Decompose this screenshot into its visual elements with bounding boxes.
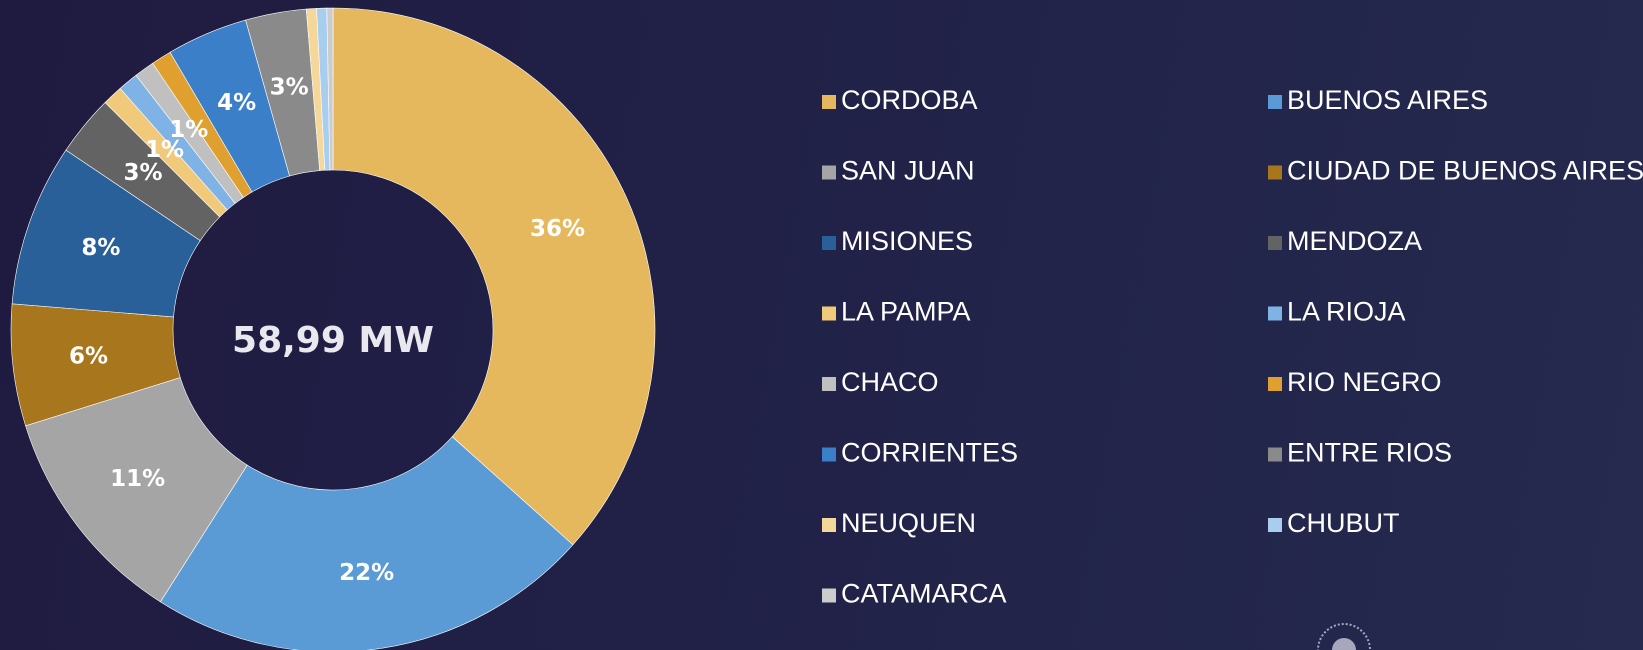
legend-label: BUENOS AIRES [1287, 85, 1488, 115]
legend-swatch [1268, 236, 1282, 250]
legend-label: CHACO [841, 367, 939, 397]
donut-segment [326, 7, 334, 171]
legend-label: NEUQUEN [841, 508, 976, 538]
legend-label: CORRIENTES [841, 438, 1018, 468]
legend-swatch [822, 236, 836, 250]
legend-label: CHUBUT [1287, 508, 1400, 538]
legend-swatch [822, 447, 836, 462]
center-label: 58,99 MW [232, 320, 434, 361]
data-label: 4% [217, 90, 256, 116]
legend-swatch [1268, 518, 1282, 532]
data-label: 8% [81, 235, 120, 261]
data-label: 36% [530, 216, 585, 242]
legend-label: LA PAMPA [841, 297, 971, 327]
legend-label: ENTRE RIOS [1287, 438, 1452, 468]
legend-swatch [822, 95, 836, 109]
donut-segment [332, 7, 656, 546]
legend-swatch [822, 165, 836, 180]
legend-label: SAN JUAN [841, 156, 975, 186]
legend-swatch [1268, 447, 1282, 462]
legend-label: CIUDAD DE BUENOS AIRES [1287, 156, 1643, 186]
donut-segment [159, 436, 574, 650]
legend-swatch [822, 588, 836, 603]
legend-label: CATAMARCA [841, 579, 1007, 609]
legend-label: CORDOBA [841, 85, 978, 115]
legend-swatch [822, 518, 836, 532]
legend-swatch [822, 377, 836, 391]
legend-label: RIO NEGRO [1287, 367, 1442, 397]
legend-swatch [822, 306, 836, 321]
data-label: 22% [339, 560, 394, 586]
legend-swatch [1268, 377, 1282, 391]
data-label: 3% [124, 160, 163, 186]
data-label: 11% [110, 466, 165, 492]
data-label: 1% [145, 137, 184, 163]
legend-label: MISIONES [841, 226, 973, 256]
data-label: 1% [169, 117, 208, 143]
legend-swatch [1268, 165, 1282, 180]
legend-swatch [1268, 306, 1282, 321]
legend-label: LA RIOJA [1287, 297, 1406, 327]
emblem [1317, 623, 1371, 650]
legend-label: MENDOZA [1287, 226, 1422, 256]
data-label: 3% [270, 74, 309, 100]
data-label: 6% [69, 344, 108, 370]
legend-swatch [1268, 95, 1282, 109]
donut-segment [25, 377, 248, 603]
